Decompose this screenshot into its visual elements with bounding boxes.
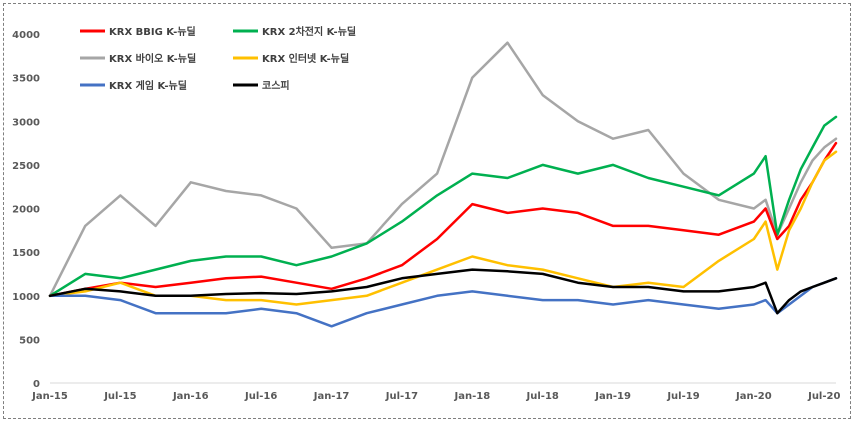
y-tick-label: 2500 [12,161,40,172]
series-line-2 [48,41,838,298]
legend-label-0: KRX BBIG K-뉴딜 [109,26,196,38]
legend-label-5: 코스피 [262,79,290,92]
legend-label-3: KRX 인터넷 K-뉴딜 [262,52,349,65]
x-tick-label: Jan-17 [313,391,350,402]
x-tick-label: Jul-19 [666,391,699,402]
y-tick-label: 1500 [12,248,40,259]
series-line-0 [48,141,838,298]
y-tick-label: 500 [19,335,40,346]
legend: KRX BBIG K-뉴딜 KRX 2차전지 K-뉴딜 KRX 바이오 K-뉴딜 KR… [80,25,356,92]
chart-frame [3,3,851,419]
x-tick-label: Jan-20 [735,391,772,402]
x-tick-label: Jul-16 [244,391,277,402]
x-tick-label: Jan-15 [31,391,68,402]
y-tick-label: 0 [33,379,40,390]
x-tick-label: Jul-20 [807,391,840,402]
x-tick-label: Jan-16 [172,391,209,402]
series-line-4 [48,277,838,328]
y-tick-label: 2000 [12,205,40,216]
axes: 0 500 1000 1500 2000 2500 3000 3500 4000 Jan-15 Ju… [12,30,840,402]
series-layer [48,41,838,328]
legend-label-2: KRX 바이오 K-뉴딜 [109,52,196,65]
x-tick-label: Jan-19 [594,391,631,402]
y-tick-label: 1000 [12,292,40,303]
x-tick-label: Jul-17 [385,391,418,402]
series-line-1 [48,115,838,298]
series-line-5 [48,268,838,315]
y-tick-label: 3000 [12,117,40,128]
y-tick-label: 3500 [12,74,40,85]
legend-label-1: KRX 2차전지 K-뉴딜 [262,25,356,38]
x-tick-label: Jul-15 [103,391,136,402]
legend-label-4: KRX 게임 K-뉴딜 [109,79,187,92]
y-tick-label: 4000 [12,30,40,41]
x-tick-label: Jan-18 [454,391,491,402]
x-tick-label: Jul-18 [526,391,559,402]
series-line-3 [48,150,838,306]
